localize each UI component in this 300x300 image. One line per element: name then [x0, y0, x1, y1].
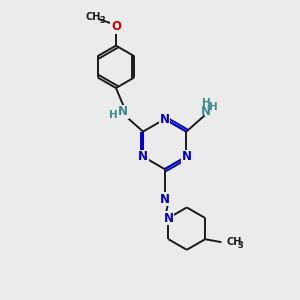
Text: N: N	[138, 150, 148, 163]
Text: O: O	[111, 20, 121, 33]
Text: CH: CH	[227, 237, 242, 247]
Text: 3: 3	[237, 242, 243, 250]
Text: H: H	[209, 102, 218, 112]
Text: N: N	[160, 193, 170, 206]
Text: CH: CH	[86, 12, 101, 22]
Text: H: H	[109, 110, 118, 120]
Text: N: N	[160, 112, 170, 126]
Text: N: N	[182, 150, 191, 163]
Text: N: N	[201, 105, 211, 119]
Text: N: N	[118, 105, 128, 119]
Text: N: N	[164, 212, 173, 224]
Text: H: H	[202, 98, 211, 108]
Text: 3: 3	[100, 16, 105, 25]
